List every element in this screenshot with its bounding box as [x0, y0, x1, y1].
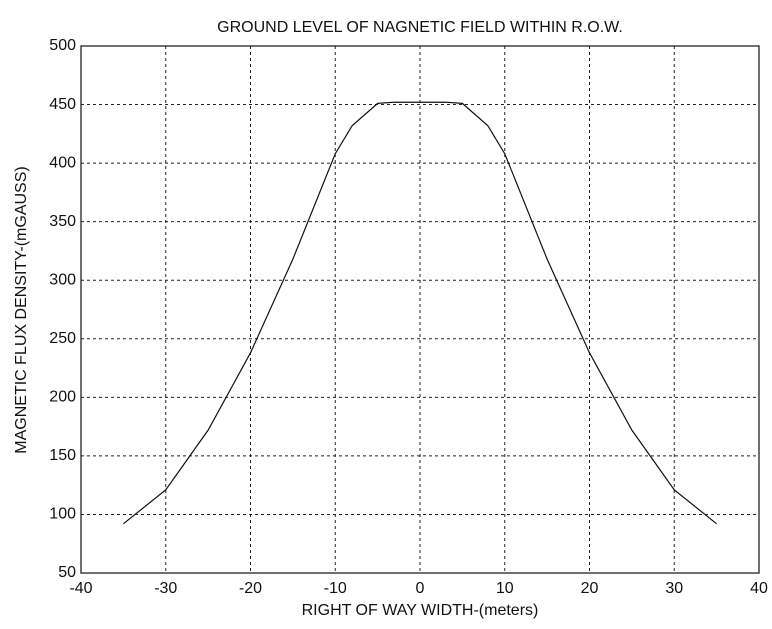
- x-tick-label: 40: [750, 580, 768, 597]
- x-tick-label: 0: [416, 580, 425, 597]
- y-tick-label: 400: [49, 154, 76, 171]
- y-tick-label: 50: [58, 564, 76, 581]
- x-tick-label: 20: [581, 580, 599, 597]
- x-tick-label: 30: [665, 580, 683, 597]
- y-tick-label: 350: [49, 213, 76, 230]
- chart-title: GROUND LEVEL OF NAGNETIC FIELD WITHIN R.…: [217, 19, 623, 36]
- y-tick-label: 450: [49, 96, 76, 113]
- y-tick-label: 200: [49, 389, 76, 406]
- y-tick-label: 500: [49, 37, 76, 54]
- y-axis-label: MAGNETIC FLUX DENSITY-(mGAUSS): [13, 166, 30, 453]
- x-tick-label: -40: [69, 580, 92, 597]
- y-tick-label: 300: [49, 271, 76, 288]
- y-tick-label: 150: [49, 447, 76, 464]
- x-tick-label: -10: [324, 580, 347, 597]
- y-tick-label: 250: [49, 330, 76, 347]
- x-tick-label: -30: [154, 580, 177, 597]
- x-axis-label: RIGHT OF WAY WIDTH-(meters): [302, 602, 539, 619]
- y-tick-label: 100: [49, 506, 76, 523]
- plot-frame: [80, 45, 760, 574]
- x-tick-label: 10: [496, 580, 514, 597]
- x-tick-label: -20: [239, 580, 262, 597]
- data-line: [122, 101, 718, 525]
